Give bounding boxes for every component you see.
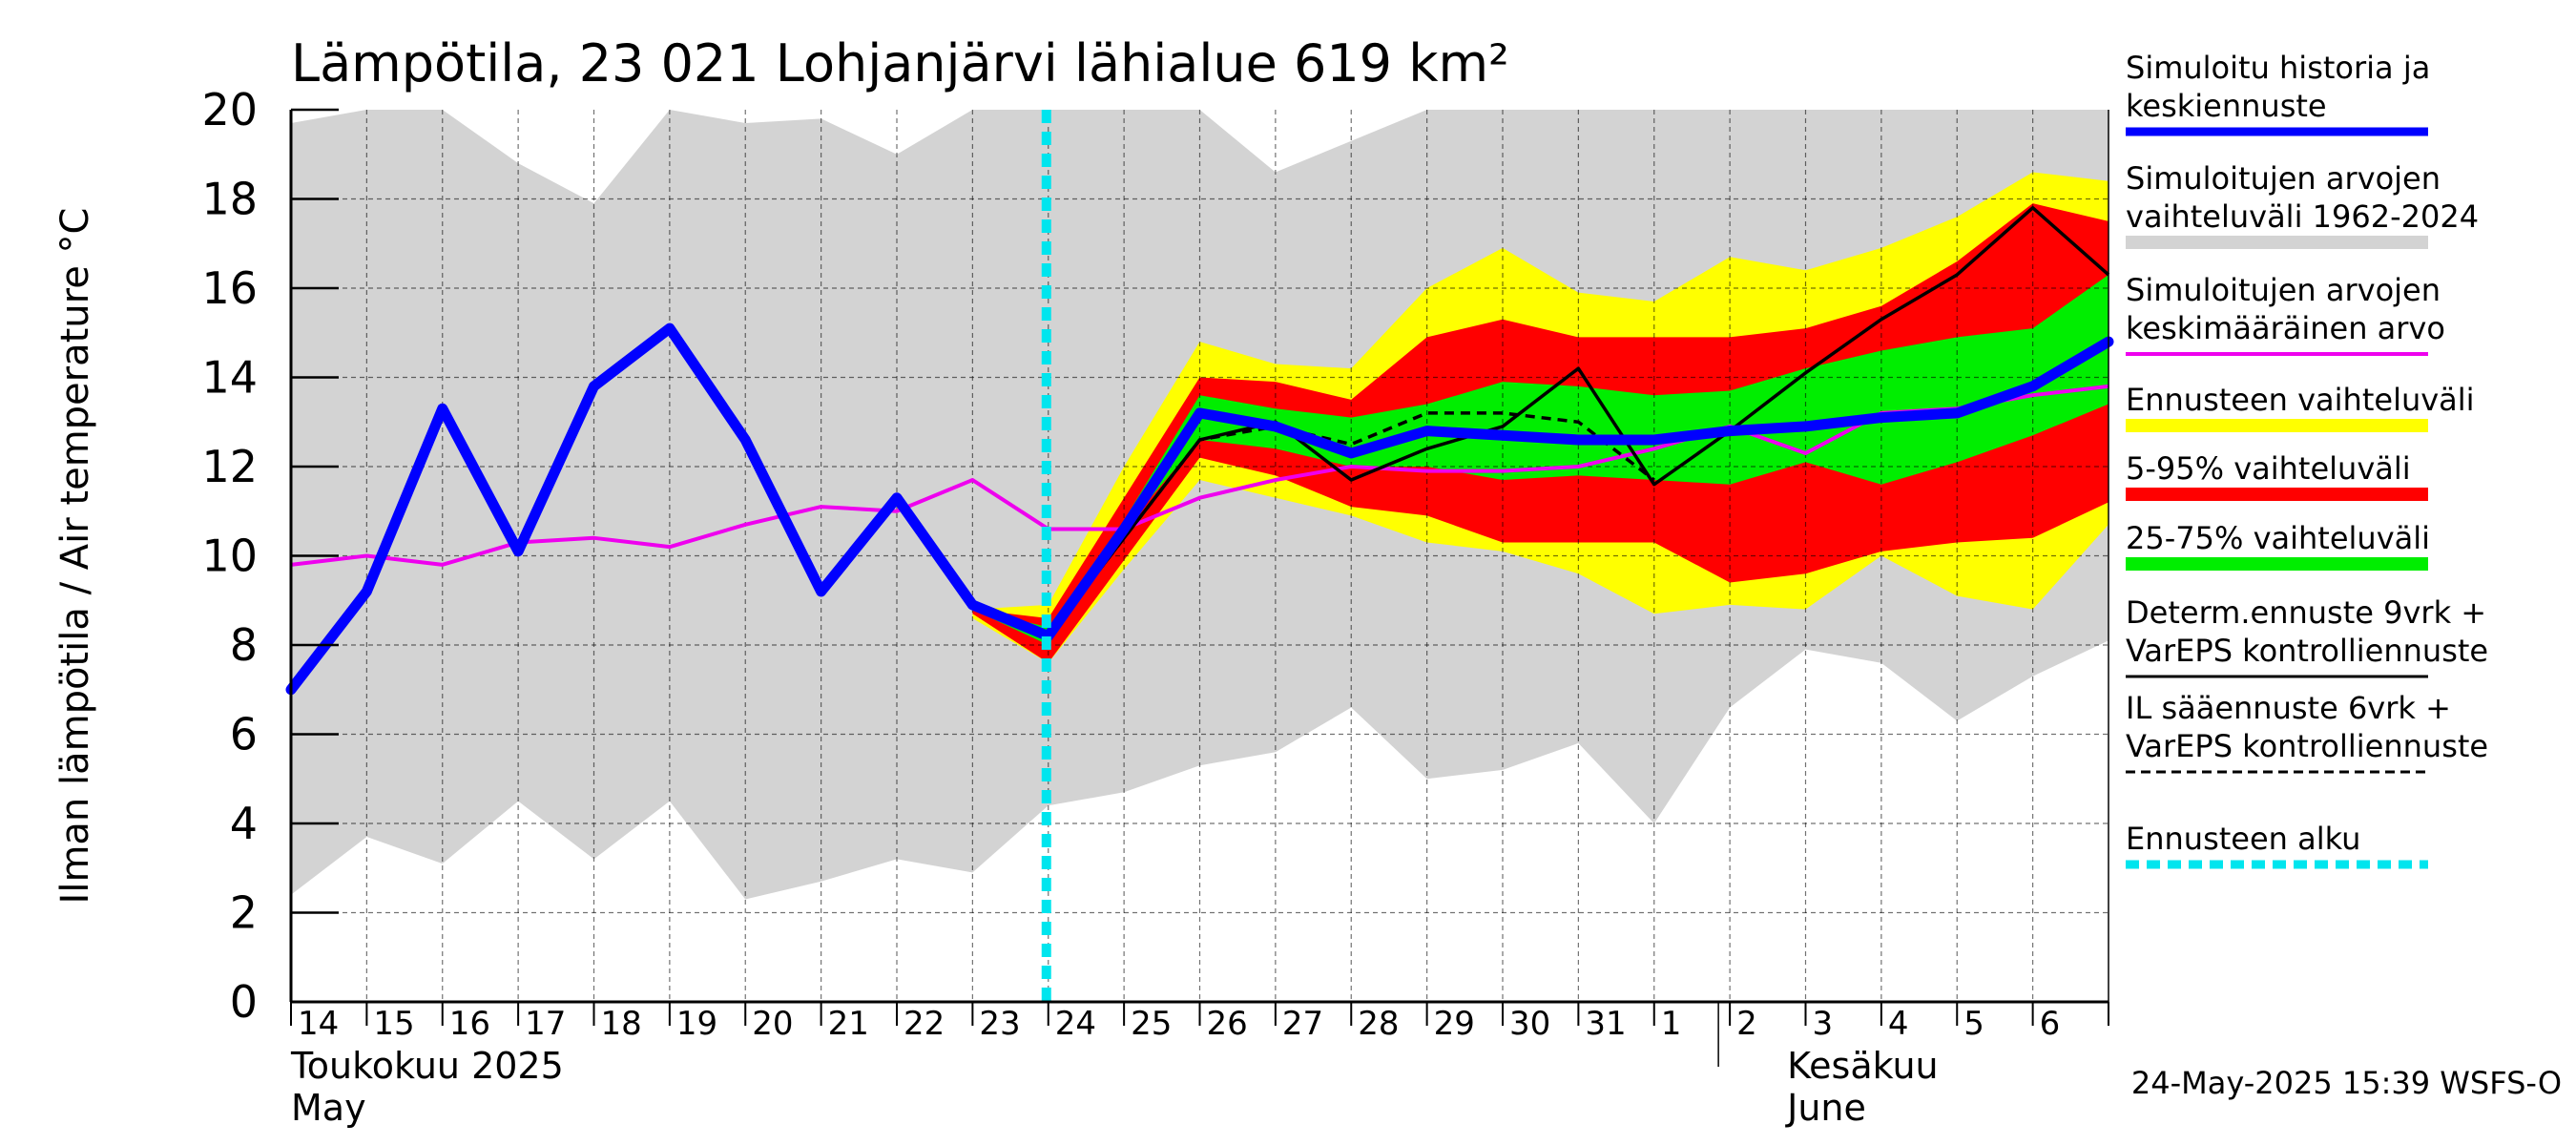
y-tick-label: 14	[201, 352, 258, 404]
x-tick-label: 20	[752, 1005, 793, 1043]
series-point-simulated	[1880, 416, 1882, 419]
series-point-simulated	[820, 590, 822, 593]
chart-title: Lämpötila, 23 021 Lohjanjärvi lähialue 6…	[291, 33, 1509, 94]
series-line-mean	[290, 384, 2109, 567]
x-tick-label: 27	[1282, 1005, 1323, 1043]
x-tick-label: 24	[1055, 1005, 1096, 1043]
series-point-simulated	[1123, 528, 1126, 531]
legend-label: Ennusteen alku	[2126, 821, 2360, 857]
legend-label: keskiennuste	[2126, 88, 2327, 124]
y-tick-label: 10	[201, 531, 258, 582]
x-month-label: June	[1785, 1087, 1866, 1129]
y-tick-label: 2	[230, 887, 258, 939]
series-point-simulated	[1804, 425, 1807, 427]
x-tick-label: 30	[1509, 1005, 1550, 1043]
series-point-simulated	[1652, 438, 1655, 441]
x-tick-label: 25	[1131, 1005, 1172, 1043]
x-tick-label: 28	[1358, 1005, 1399, 1043]
x-tick-label: 21	[828, 1005, 869, 1043]
series-point-simulated	[1274, 425, 1277, 427]
x-tick-label: 5	[1963, 1005, 1984, 1043]
y-tick-label: 6	[230, 709, 258, 760]
legend-label: 5-95% vaihteluväli	[2126, 450, 2411, 487]
x-month-label: Kesäkuu	[1787, 1045, 1939, 1087]
x-tick-label: 6	[2040, 1005, 2061, 1043]
legend-label: keskimääräinen arvo	[2126, 310, 2445, 346]
x-tick-label: 1	[1661, 1005, 1682, 1043]
x-tick-label: 31	[1585, 1005, 1626, 1043]
legend-label: Determ.ennuste 9vrk +	[2126, 594, 2486, 631]
series-point-simulated	[365, 590, 368, 593]
x-tick-label: 14	[298, 1005, 339, 1043]
legend-label: Simuloitujen arvojen	[2126, 160, 2441, 197]
y-axis-label: Ilman lämpötila / Air temperature °C	[53, 208, 97, 905]
x-tick-label: 26	[1207, 1005, 1248, 1043]
series-point-simulated	[1425, 429, 1428, 432]
x-tick-label: 19	[676, 1005, 717, 1043]
legend-label: Simuloitujen arvojen	[2126, 272, 2441, 308]
series-point-simulated	[2031, 385, 2034, 387]
x-month-label: Toukokuu 2025	[290, 1045, 564, 1087]
y-tick-label: 12	[201, 441, 258, 492]
x-tick-label: 22	[904, 1005, 945, 1043]
x-tick-label: 18	[601, 1005, 642, 1043]
series-point-simulated	[1729, 429, 1732, 432]
series-point-simulated	[1502, 434, 1504, 437]
x-tick-label: 23	[979, 1005, 1020, 1043]
x-tick-label: 2	[1736, 1005, 1757, 1043]
y-tick-label: 4	[230, 798, 258, 849]
series-point-simulated	[1956, 411, 1959, 414]
series-point-simulated	[668, 327, 671, 330]
series-point-simulated	[441, 407, 444, 410]
series-point-simulated	[971, 603, 974, 606]
legend-label: vaihteluväli 1962-2024	[2126, 198, 2479, 235]
legend-label: IL sääennuste 6vrk +	[2126, 690, 2451, 726]
x-tick-label: 3	[1813, 1005, 1834, 1043]
legend-label: VarEPS kontrolliennuste	[2126, 728, 2488, 764]
series-point-simulated	[744, 438, 747, 441]
series-point-simulated	[1198, 411, 1201, 414]
series-point-simulated	[896, 496, 898, 499]
y-tick-label: 0	[230, 976, 258, 1028]
p25-75-band	[972, 274, 2109, 645]
x-tick-label: 17	[525, 1005, 566, 1043]
y-tick-label: 18	[201, 174, 258, 225]
x-tick-label: 4	[1888, 1005, 1909, 1043]
legend-label: Ennusteen vaihteluväli	[2126, 382, 2475, 418]
legend-label: Simuloitu historia ja	[2126, 50, 2430, 86]
x-tick-label: 29	[1434, 1005, 1475, 1043]
y-tick-label: 20	[201, 84, 258, 135]
series-point-simulated	[592, 385, 595, 387]
series-point-simulated	[1350, 451, 1353, 454]
y-tick-label: 16	[201, 262, 258, 314]
timestamp-footer: 24-May-2025 15:39 WSFS-O	[2131, 1065, 2562, 1101]
legend-label: VarEPS kontrolliennuste	[2126, 633, 2488, 669]
x-month-label: May	[291, 1087, 366, 1129]
series-point-simulated	[517, 550, 520, 552]
y-tick-label: 8	[230, 619, 258, 671]
legend-label: 25-75% vaihteluväli	[2126, 520, 2430, 556]
series-point-simulated	[1577, 438, 1580, 441]
x-tick-label: 15	[373, 1005, 414, 1043]
x-tick-label: 16	[449, 1005, 490, 1043]
